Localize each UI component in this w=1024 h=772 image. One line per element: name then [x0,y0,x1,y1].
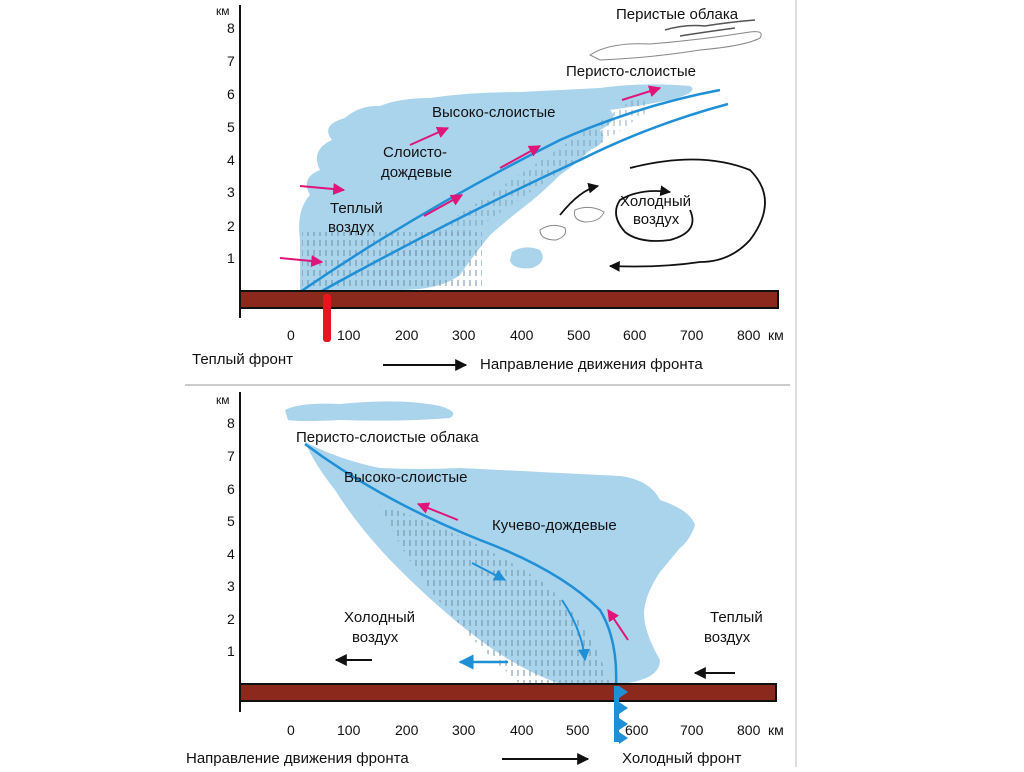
cold-front-marker-teeth [619,686,628,744]
y-tick-2: 2 [227,611,235,627]
label-cold-air-2: воздух [352,629,399,646]
small-cloud-3 [574,206,605,223]
x-ticks-warm: 0 100 200 300 400 500 600 700 800 км [287,327,784,343]
label-cirrostratus: Перисто-слоистые облака [296,429,479,446]
warm-arrow-rising-2 [607,609,629,641]
warm-front-marker [323,294,331,342]
warm-front-surface-lower [319,102,729,294]
x-tick-600: 600 [623,327,647,343]
cirrus-streaks [664,19,756,37]
y-axis-unit: км [216,4,230,18]
x-tick-300: 300 [452,722,476,738]
label-cirrus: Перистые облака [616,6,739,23]
warm-arrow-6 [621,85,662,101]
x-tick-0: 0 [287,327,295,343]
cold-air-circulation-left [559,182,600,216]
x-tick-200: 200 [395,722,419,738]
x-tick-400: 400 [510,327,534,343]
label-altostratus: Высоко-слоистые [344,469,468,486]
y-tick-4: 4 [227,546,235,562]
label-altostratus: Высоко-слоистые [432,104,556,121]
y-axis-unit: км [216,393,230,407]
warm-arrow-5 [409,126,450,146]
label-cumulonimbus: Кучево-дождевые [492,517,617,534]
cold-air-circulation-outer [608,158,766,272]
direction-caption-cold: Направление движения фронта [186,750,409,767]
cold-front-surface [304,442,618,687]
cold-front-caption: Холодный фронт [622,750,741,767]
x-tick-0: 0 [287,722,295,738]
x-tick-100: 100 [337,722,361,738]
label-warm-air-1: Теплый [710,609,763,626]
label-warm-air-2: воздух [704,629,751,646]
y-tick-5: 5 [227,513,235,529]
y-ticks: 8 7 6 5 4 3 2 1 [227,20,235,266]
y-tick-1: 1 [227,643,235,659]
ground-warm [239,290,779,309]
cold-air-circulation-inner [615,185,694,242]
label-nimbostratus-2: дождевые [381,164,452,181]
small-cloud-1 [510,247,543,269]
x-tick-800: 800 [737,722,761,738]
label-nimbostratus-1: Слоисто- [383,144,447,161]
y-tick-3: 3 [227,184,235,200]
rain-area-cold [380,505,610,684]
cold-arrow-sinking-1 [471,562,507,581]
warm-arrow-rising-1 [416,502,459,521]
cold-front-marker [614,686,628,744]
label-warm-air-2: воздух [328,219,375,236]
y-tick-2: 2 [227,218,235,234]
direction-caption-warm: Направление движения фронта [480,356,703,373]
warm-arrow-3 [423,194,464,217]
y-tick-4: 4 [227,152,235,168]
warm-arrow-4 [499,145,542,169]
y-tick-7: 7 [227,53,235,69]
x-tick-500: 500 [566,722,590,738]
label-cold-air-2: воздух [633,211,680,228]
warm-front-panel: км 8 7 6 5 4 3 2 1 [192,4,784,373]
warm-front-caption: Теплый фронт [192,351,293,368]
y-tick-6: 6 [227,481,235,497]
y-tick-6: 6 [227,86,235,102]
x-axis-unit: км [768,327,784,343]
ground-cold [239,683,777,702]
cold-arrow-sinking-2 [561,599,590,662]
y-tick-8: 8 [227,20,235,36]
x-ticks-cold: 0 100 200 300 400 500 600 700 800 км [287,722,784,738]
warm-arrow-1 [279,255,324,267]
x-axis-unit: км [768,722,784,738]
warm-arrow-2 [299,183,346,195]
y-tick-1: 1 [227,250,235,266]
y-tick-8: 8 [227,415,235,431]
cold-front-marker-line [614,686,619,742]
label-cold-air-1: Холодный [620,193,691,210]
x-tick-400: 400 [510,722,534,738]
y-ticks: 8 7 6 5 4 3 2 1 [227,415,235,659]
y-tick-3: 3 [227,578,235,594]
label-warm-air-1: Теплый [330,200,383,217]
cold-front-panel: км 8 7 6 5 4 3 2 1 [186,392,784,767]
cirrus-cloud [588,31,762,61]
x-tick-300: 300 [452,327,476,343]
y-tick-5: 5 [227,119,235,135]
x-tick-200: 200 [395,327,419,343]
x-tick-600: 600 [625,722,649,738]
x-tick-700: 700 [680,722,704,738]
x-tick-500: 500 [567,327,591,343]
rain-band-warm [360,95,650,288]
label-cirrostratus: Перисто-слоистые [566,63,696,80]
x-tick-800: 800 [737,327,761,343]
small-cloud-2 [539,224,567,241]
label-cold-air-1: Холодный [344,609,415,626]
x-tick-100: 100 [337,327,361,343]
y-tick-7: 7 [227,448,235,464]
x-tick-700: 700 [680,327,704,343]
cirrostratus-cloud [285,401,454,421]
